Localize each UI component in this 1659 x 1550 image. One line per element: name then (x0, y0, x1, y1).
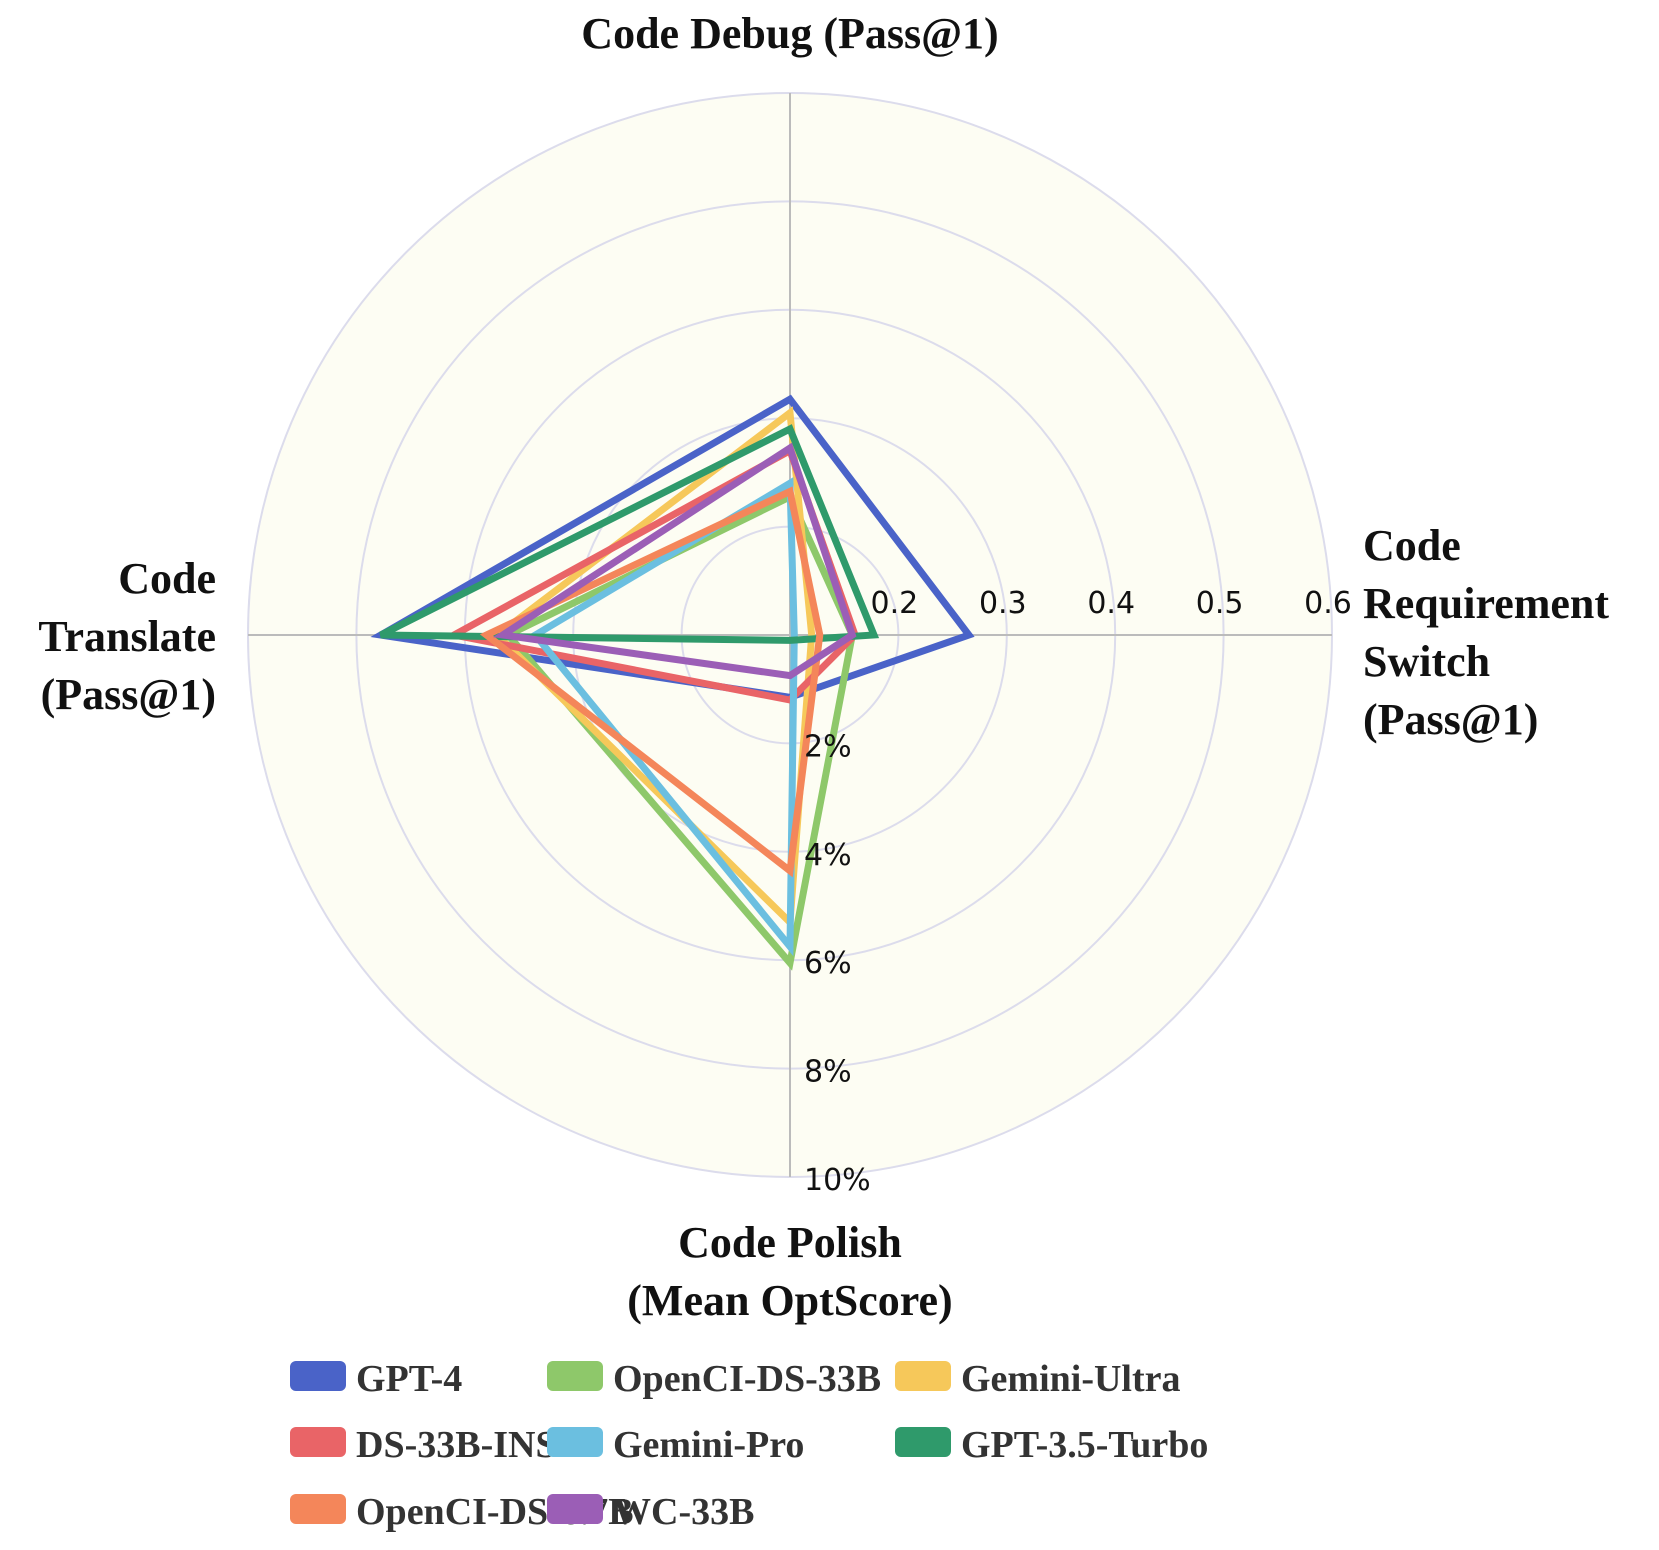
series-gpt-3-5-turbo (379, 424, 880, 644)
legend-swatch (895, 1427, 951, 1457)
legend-item-openci-ds-33b: OpenCI-DS-33B (547, 1358, 881, 1400)
axis-title-code-polish-line: Code Polish (678, 1218, 902, 1267)
axis-title-code-requirement-switch-line: (Pass@1) (1363, 695, 1538, 744)
legend-swatch (547, 1494, 603, 1524)
tick-label-down: 2% (804, 729, 852, 764)
legend-item-gemini-pro: Gemini-Pro (547, 1424, 804, 1466)
tick-labels: 0.2 0.3 0.4 0.5 0.6 2% 4% 6% 8% 10% (804, 586, 1352, 1198)
tick-label-down: 4% (804, 838, 852, 873)
axis-title-code-requirement-switch: Code Requirement Switch (Pass@1) (1363, 521, 1609, 744)
tick-label-right: 0.6 (1304, 586, 1352, 621)
legend-swatch (290, 1494, 346, 1524)
axis-titles: Code Debug (Pass@1) Code Requirement Switch… (38, 9, 1609, 1325)
axis-title-code-translate-line: (Pass@1) (41, 670, 216, 719)
legend-swatch (290, 1427, 346, 1457)
legend-label: GPT-4 (356, 1358, 462, 1400)
tick-label-right: 0.4 (1087, 586, 1135, 621)
tick-label-down: 10% (804, 1163, 871, 1198)
series-openci-ds-33b (502, 492, 856, 971)
legend-label: DS-33B-INST (356, 1424, 582, 1466)
axis-title-code-polish-line: (Mean OptScore) (627, 1276, 952, 1325)
axis-title-code-translate-line: Translate (38, 612, 216, 661)
axis-title-code-requirement-switch-line: Switch (1363, 637, 1490, 686)
legend-label: Gemini-Ultra (961, 1358, 1181, 1400)
axis-title-code-translate-line: Code (118, 554, 216, 603)
legend-swatch (290, 1361, 346, 1391)
axis-title-code-requirement-switch-line: Code (1363, 521, 1461, 570)
tick-label-right: 0.5 (1196, 586, 1244, 621)
series-gemini-pro (530, 477, 798, 957)
legend-item-gpt-3-5-turbo: GPT-3.5-Turbo (895, 1424, 1208, 1466)
axis-title-code-requirement-switch-line: Requirement (1363, 579, 1609, 628)
legend-label: GPT-3.5-Turbo (961, 1424, 1208, 1466)
series-openci-ds-6-7b (479, 486, 824, 878)
legend-swatch (895, 1361, 951, 1391)
legend-label: WC-33B (613, 1491, 754, 1533)
tick-label-down: 6% (804, 946, 852, 981)
axis-title-code-translate: Code Translate (Pass@1) (38, 554, 216, 719)
legend-item-wc-33b: WC-33B (547, 1491, 754, 1533)
axis-title-code-debug-line: Code Debug (Pass@1) (581, 9, 998, 58)
legend-item-gemini-ultra: Gemini-Ultra (895, 1358, 1181, 1400)
legend-label: OpenCI-DS-33B (613, 1358, 881, 1400)
legend-swatch (547, 1361, 603, 1391)
axis-title-code-polish: Code Polish (Mean OptScore) (627, 1218, 952, 1325)
tick-label-right: 0.3 (979, 586, 1027, 621)
series-wc-33b (492, 442, 857, 680)
tick-label-right: 0.2 (871, 586, 919, 621)
legend-item-ds-33b-inst: DS-33B-INST (290, 1424, 582, 1466)
legend-item-openci-ds-6-7b: OpenCI-DS-6.7B (290, 1491, 634, 1533)
legend-swatch (547, 1427, 603, 1457)
axis-title-code-debug: Code Debug (Pass@1) (581, 9, 998, 58)
legend: GPT-4 OpenCI-DS-33B Gemini-Ultra DS-33B-INS… (290, 1358, 1208, 1533)
legend-label: Gemini-Pro (613, 1424, 804, 1466)
tick-label-down: 8% (804, 1055, 852, 1090)
series-lines (370, 394, 975, 971)
legend-item-gpt-4: GPT-4 (290, 1358, 462, 1400)
